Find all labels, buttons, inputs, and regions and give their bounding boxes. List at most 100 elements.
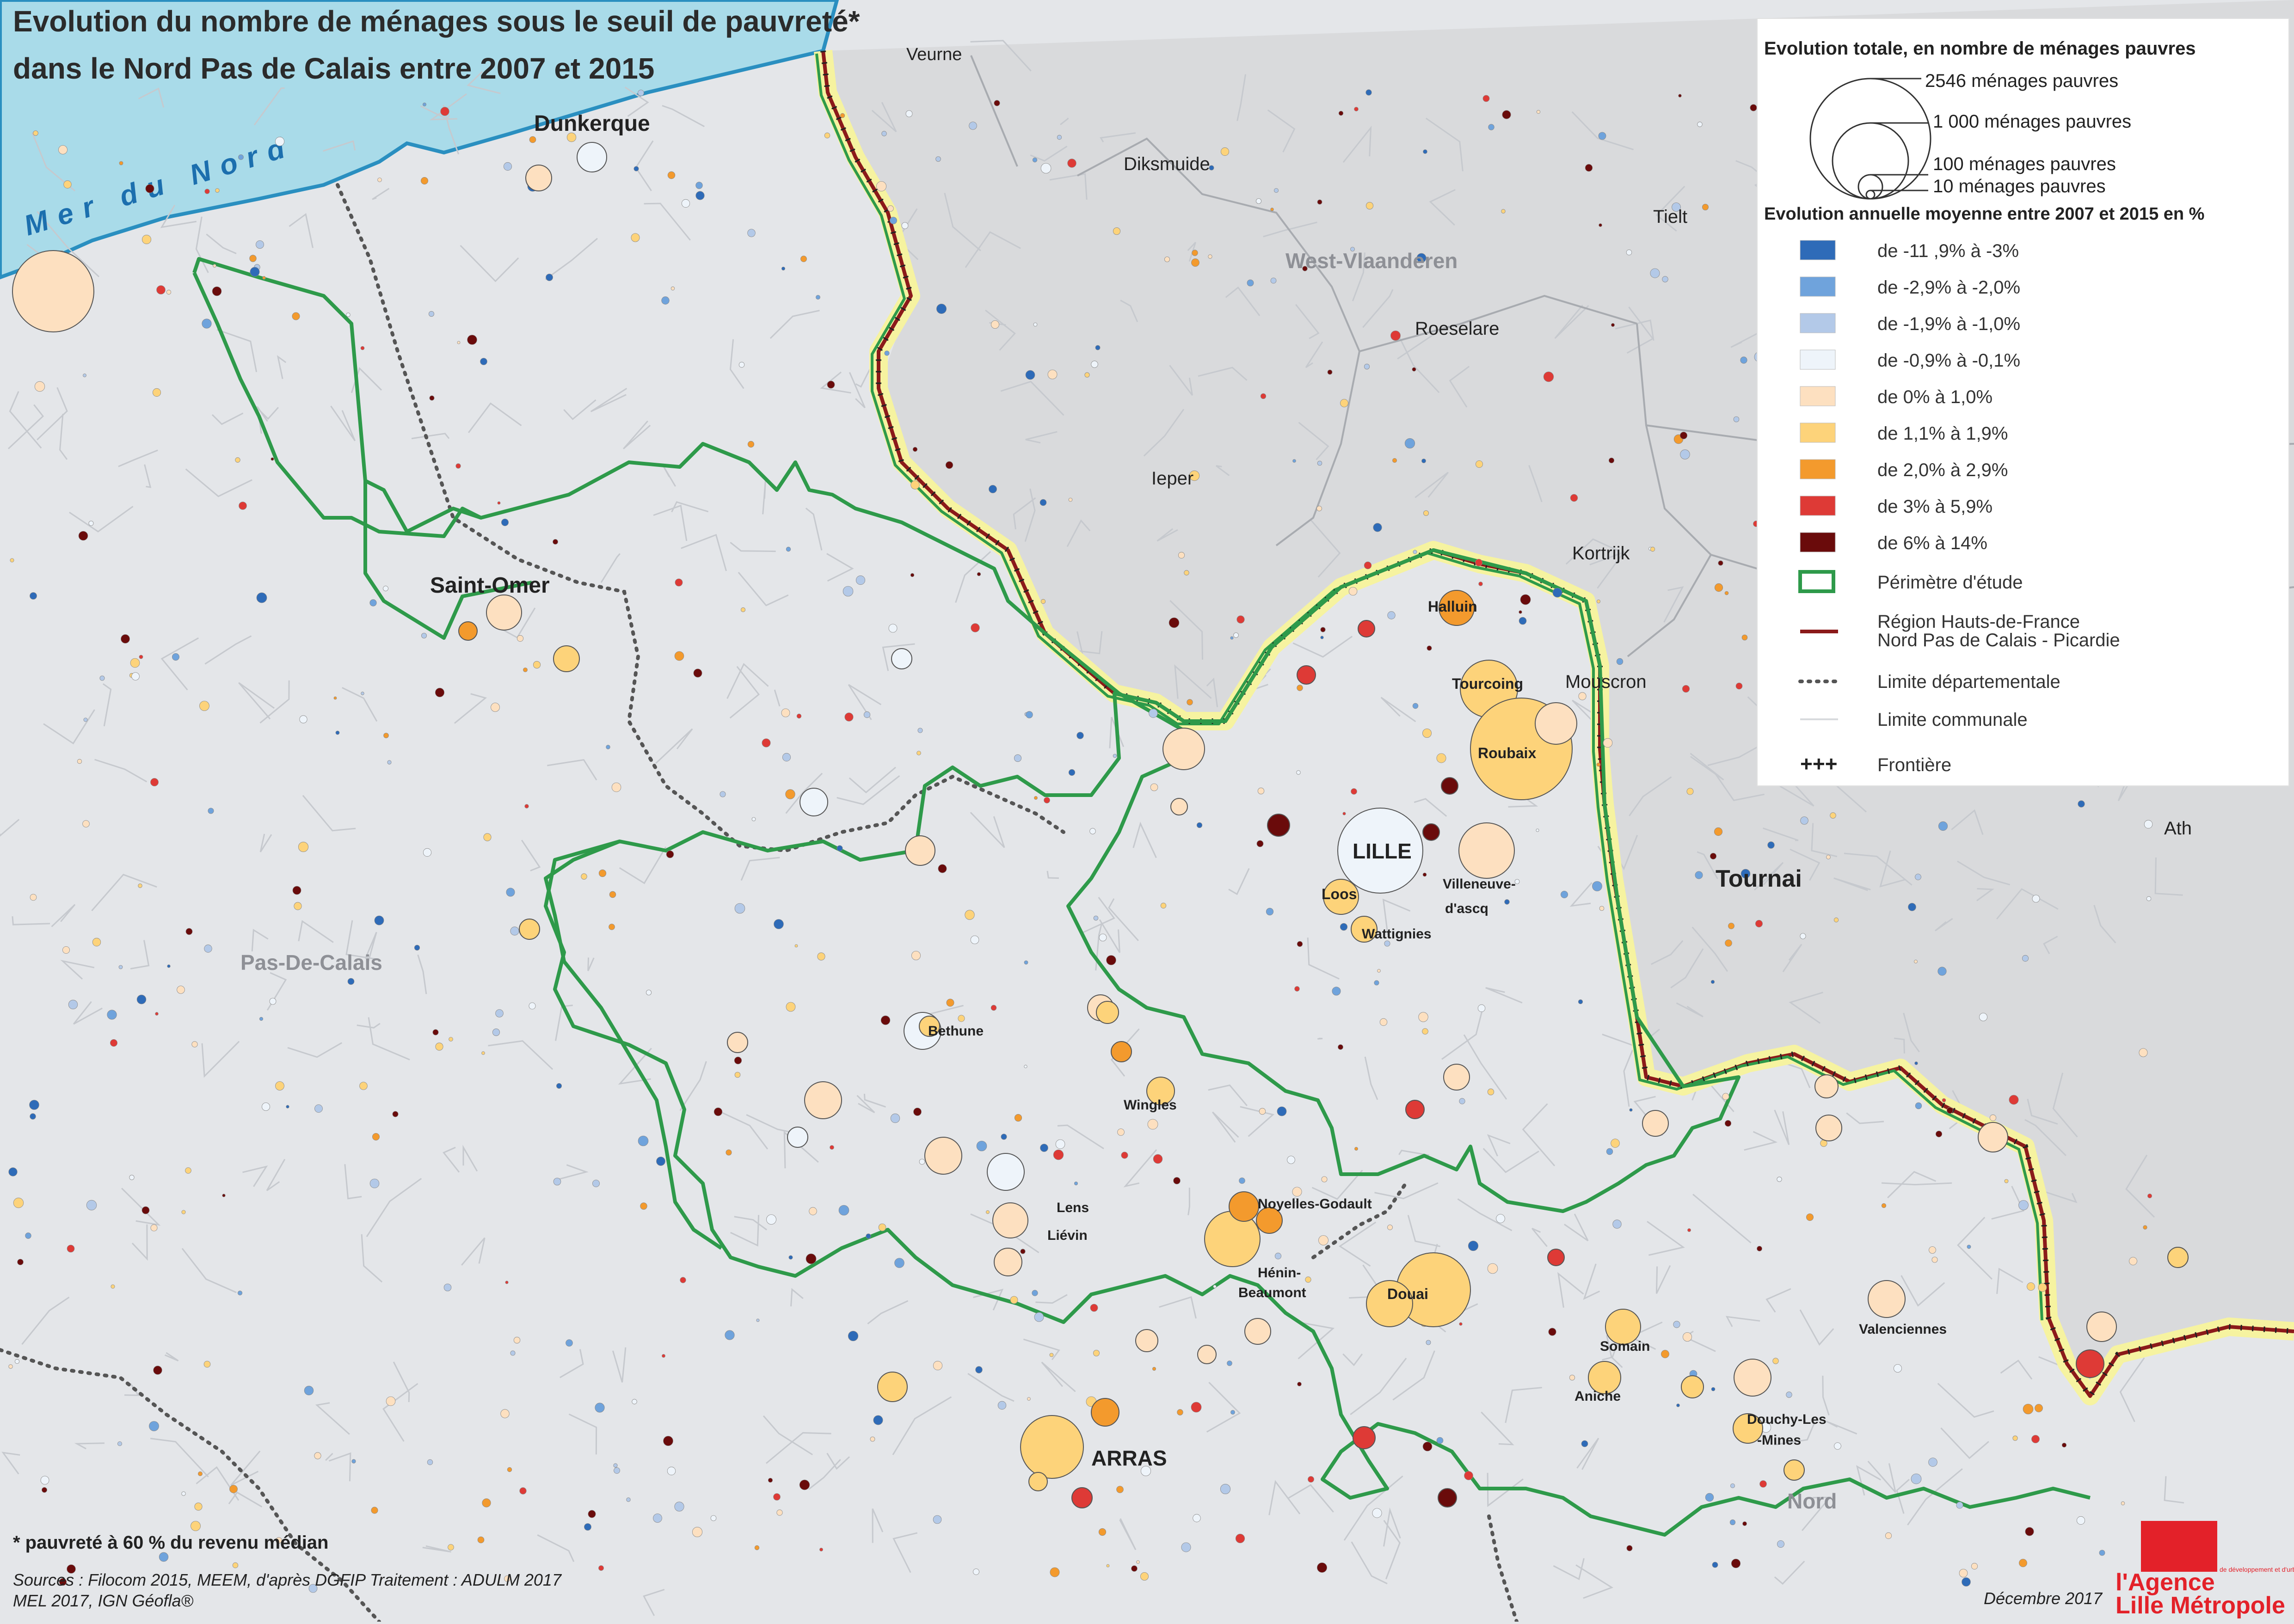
- commune-symbol: [1365, 89, 1372, 96]
- commune-symbol: [1297, 1382, 1302, 1386]
- commune-symbol: [8, 1364, 13, 1369]
- commune-symbol: [1049, 1353, 1054, 1357]
- commune-symbol: [500, 1409, 510, 1418]
- commune-symbol: [275, 136, 285, 147]
- commune-symbol: [432, 1029, 439, 1036]
- sources-line1: Sources : Filocom 2015, MEEM, d'après DG…: [13, 1570, 562, 1589]
- commune-symbol: [751, 817, 756, 821]
- commune-symbol: [504, 1575, 510, 1582]
- commune-symbol: [1834, 1442, 1841, 1450]
- commune-symbol: [141, 234, 152, 245]
- commune-symbol: [640, 1202, 647, 1210]
- commune-symbol: [675, 578, 683, 587]
- commune-symbol: [1482, 95, 1490, 102]
- commune-symbol: [738, 362, 745, 368]
- commune-symbol: [1040, 599, 1046, 604]
- commune-symbol: [480, 358, 487, 365]
- commune-symbol: [346, 313, 351, 317]
- study-perimeter-nw: [363, 481, 532, 640]
- commune-symbol: [497, 501, 501, 505]
- commune-symbol: [486, 594, 522, 631]
- commune-symbol: [181, 1491, 186, 1496]
- commune-symbol: [1520, 594, 1531, 605]
- commune-symbol: [546, 274, 553, 281]
- commune-symbol: [680, 1277, 686, 1283]
- commune-symbol: [239, 502, 247, 510]
- commune-symbol: [1044, 797, 1050, 803]
- commune-symbol: [2144, 820, 2153, 829]
- commune-symbol: [1740, 356, 1747, 364]
- commune-symbol: [1297, 665, 1316, 685]
- commune-symbol: [2147, 1193, 2152, 1198]
- commune-symbol: [1642, 1110, 1669, 1137]
- commune-symbol: [887, 205, 894, 212]
- commune-symbol: [185, 1167, 191, 1174]
- commune-symbol: [1733, 416, 1740, 423]
- commune-symbol: [1010, 1296, 1018, 1304]
- commune-symbol: [1193, 1514, 1201, 1522]
- commune-symbol: [787, 1127, 808, 1148]
- commune-symbol: [67, 1564, 76, 1574]
- legend-com: Limite communale: [1877, 710, 2028, 730]
- commune-symbol: [1422, 729, 1432, 738]
- commune-symbol: [2099, 1550, 2105, 1556]
- commune-symbol: [2121, 1501, 2125, 1506]
- commune-symbol: [1418, 1012, 1428, 1022]
- commune-symbol: [1196, 822, 1203, 828]
- commune-symbol: [2139, 1048, 2148, 1057]
- commune-symbol: [2012, 1435, 2018, 1441]
- legend-class-swatch: [1800, 276, 1836, 297]
- commune-symbol: [2022, 955, 2029, 962]
- commune-symbol: [1292, 459, 1296, 463]
- commune-symbol: [457, 341, 461, 344]
- commune-symbol: [386, 1396, 396, 1406]
- commune-symbol: [1227, 1360, 1232, 1366]
- commune-symbol: [2038, 1283, 2047, 1292]
- commune-symbol: [2076, 1349, 2104, 1378]
- commune-symbol: [1321, 1176, 1328, 1183]
- commune-symbol: [817, 952, 825, 961]
- commune-symbol: [1318, 1235, 1328, 1245]
- commune-symbol: [1678, 94, 1682, 98]
- commune-symbol: [1742, 1521, 1747, 1526]
- commune-symbol: [1487, 1088, 1494, 1096]
- commune-symbol: [506, 888, 515, 897]
- commune-symbol: [726, 1149, 732, 1156]
- commune-symbol: [1514, 879, 1520, 884]
- commune-symbol: [553, 539, 558, 545]
- commune-symbol: [1040, 1144, 1048, 1152]
- commune-symbol: [371, 1507, 378, 1514]
- commune-symbol: [1208, 254, 1212, 259]
- commune-symbol: [1067, 159, 1076, 168]
- commune-symbol: [936, 304, 947, 314]
- commune-symbol: [844, 712, 854, 722]
- commune-symbol: [1032, 157, 1038, 163]
- commune-symbol: [843, 586, 854, 597]
- commune-symbol: [1806, 1213, 1814, 1221]
- commune-symbol: [768, 1477, 773, 1483]
- commune-symbol: [533, 661, 541, 669]
- commune-symbol: [1297, 941, 1303, 947]
- commune-symbol: [917, 728, 923, 733]
- commune-symbol: [976, 1140, 987, 1152]
- commune-symbol: [1725, 939, 1732, 947]
- commune-symbol: [1209, 165, 1214, 171]
- commune-symbol: [256, 240, 264, 249]
- commune-symbol: [913, 1108, 922, 1116]
- commune-symbol: [1475, 559, 1482, 567]
- legend-class-label: de -2,9% à -2,0%: [1877, 277, 2020, 298]
- place-label-tourcoing: Tourcoing: [1452, 675, 1523, 692]
- commune-symbol: [1351, 788, 1357, 795]
- commune-symbol: [1233, 632, 1239, 638]
- commune-symbol: [191, 1521, 201, 1531]
- commune-symbol: [1750, 104, 1757, 111]
- commune-symbol: [275, 1081, 284, 1091]
- commune-symbol: [977, 572, 981, 576]
- commune-symbol: [529, 136, 536, 143]
- study-perimeter-sw: [544, 840, 723, 1250]
- commune-symbol: [208, 808, 214, 814]
- commune-symbol: [1316, 1562, 1327, 1573]
- commune-symbol: [946, 999, 954, 1007]
- legend-size-circles: [1809, 78, 1931, 200]
- commune-symbol: [2009, 1095, 2019, 1105]
